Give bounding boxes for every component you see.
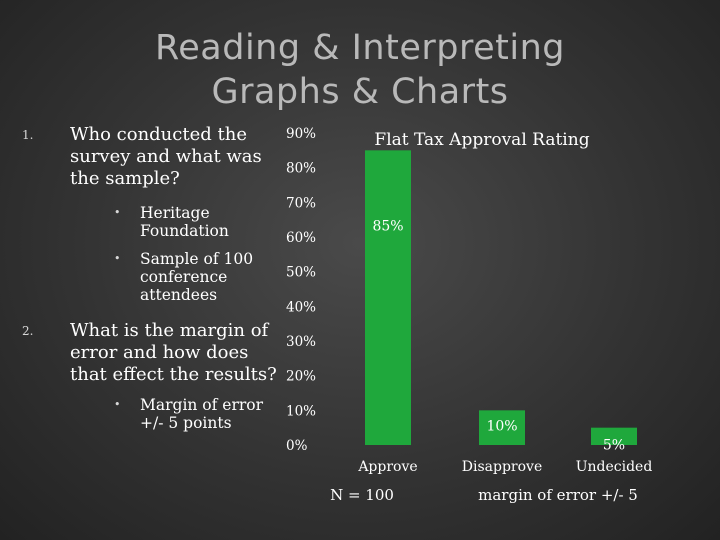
question-number: 2.	[22, 324, 34, 338]
y-tick-label: 20%	[286, 369, 316, 385]
bullet-dot: •	[114, 252, 121, 265]
x-label-undecided: Undecided	[576, 459, 653, 475]
bullet-text: Sample of 100 conference attendees	[140, 250, 254, 304]
question-text: What is the margin of error and how does…	[70, 320, 277, 385]
y-tick-label: 0%	[286, 438, 308, 454]
data-label-approve: 85%	[372, 218, 403, 234]
data-label-disapprove: 10%	[486, 418, 517, 434]
question-text: Who conducted the survey and what was th…	[70, 124, 262, 189]
bullet-text: Heritage Foundation	[140, 204, 229, 240]
margin-of-error-note: margin of error +/- 5	[478, 486, 638, 504]
bullet-text: Margin of error +/- 5 points	[140, 396, 264, 432]
bar-disapprove	[479, 410, 525, 445]
y-tick-label: 10%	[286, 403, 316, 419]
y-tick-label: 50%	[286, 265, 316, 281]
question-number: 1.	[22, 128, 34, 142]
x-axis-labels: Approve Disapprove Undecided	[357, 459, 652, 475]
y-tick-label: 60%	[286, 230, 316, 246]
sample-size-note: N = 100	[330, 486, 394, 504]
bar-approve	[365, 150, 411, 446]
bullet-dot: •	[114, 398, 121, 411]
data-labels: 85% 10% 5%	[372, 218, 625, 453]
slide-title-line-2: Graphs & Charts	[211, 72, 509, 112]
x-label-approve: Approve	[357, 459, 417, 475]
y-tick-label: 80%	[286, 161, 316, 177]
y-tick-label: 30%	[286, 334, 316, 350]
chart-title: Flat Tax Approval Rating	[374, 130, 589, 150]
slide-title: Reading & Interpreting Graphs & Charts	[0, 26, 720, 114]
data-label-undecided: 5%	[603, 438, 625, 454]
bars	[365, 150, 637, 446]
bar-undecided	[591, 427, 637, 445]
y-tick-label: 40%	[286, 299, 316, 315]
y-tick-label: 90%	[286, 126, 316, 142]
bullet-dot: •	[114, 206, 121, 219]
y-axis-ticks: 0% 10% 20% 30% 40% 50% 60% 70% 80% 90%	[286, 126, 316, 454]
slide-title-line-1: Reading & Interpreting	[155, 28, 565, 68]
y-tick-label: 70%	[286, 195, 316, 211]
x-label-disapprove: Disapprove	[462, 459, 542, 475]
